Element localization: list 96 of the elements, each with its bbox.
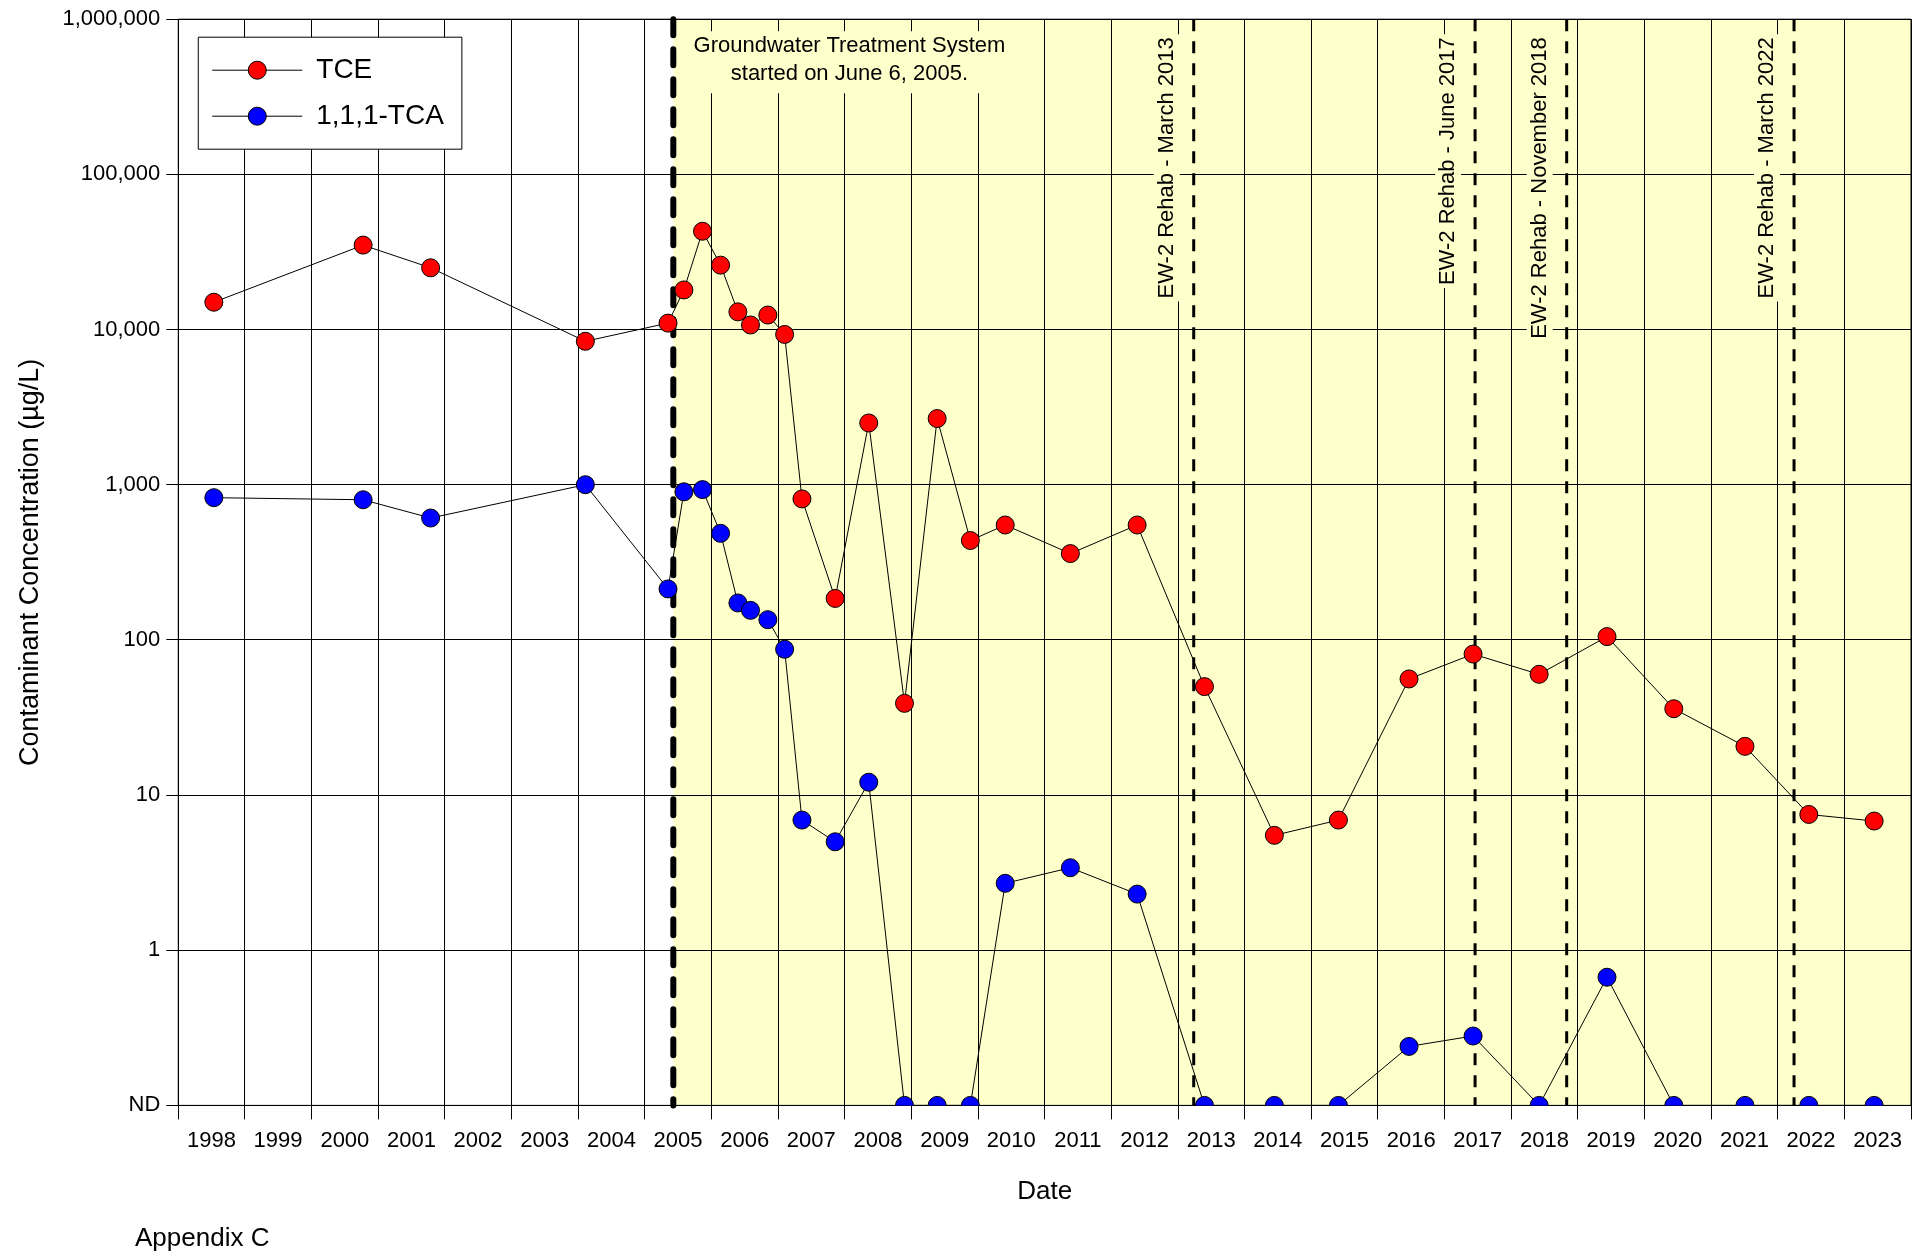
point xyxy=(1399,1036,1419,1056)
y-tick-label: 1 xyxy=(148,936,161,962)
point xyxy=(353,235,373,255)
point xyxy=(792,810,812,830)
point xyxy=(1399,669,1419,689)
point xyxy=(1127,884,1147,904)
x-tick-label: 2009 xyxy=(920,1126,970,1152)
point xyxy=(1529,664,1549,684)
point xyxy=(895,693,914,713)
x-tick-label: 2018 xyxy=(1519,1126,1569,1152)
x-tick-label: 2014 xyxy=(1253,1126,1303,1152)
point xyxy=(1664,699,1684,719)
x-tick-label: 2015 xyxy=(1319,1126,1369,1152)
ref-line-label: Groundwater Treatment System started on June 6, 2005. xyxy=(693,32,1006,86)
point xyxy=(674,280,694,300)
y-tick-label: ND xyxy=(128,1091,161,1117)
x-tick-label: 1998 xyxy=(187,1126,236,1152)
x-tick-label: 2007 xyxy=(786,1126,836,1152)
point xyxy=(995,515,1015,535)
point xyxy=(1799,804,1819,824)
ref-line-label: EW-2 Rehab - June 2017 xyxy=(1434,37,1460,286)
point xyxy=(728,302,748,322)
text: Appendix C xyxy=(135,1222,270,1251)
point xyxy=(825,832,845,852)
point xyxy=(421,508,441,528)
point xyxy=(575,331,595,351)
x-tick-label: 2003 xyxy=(520,1126,570,1152)
point xyxy=(658,579,678,599)
x-tick-label: 2017 xyxy=(1453,1126,1503,1152)
point xyxy=(859,413,879,433)
y-tick-label: 10,000 xyxy=(92,315,161,341)
point xyxy=(1463,644,1483,664)
x-axis-title: Date xyxy=(1017,1174,1073,1205)
x-tick-label: 2006 xyxy=(720,1126,770,1152)
ref-line-label: EW-2 Rehab - March 2022 xyxy=(1753,37,1779,299)
x-tick-label: 2019 xyxy=(1586,1126,1636,1152)
y-tick-label: 10 xyxy=(135,781,161,807)
point xyxy=(1597,627,1617,647)
y-tick-label: 1,000 xyxy=(105,470,161,496)
point xyxy=(575,475,595,495)
ref-line-label: EW-2 Rehab - November 2018 xyxy=(1525,37,1551,339)
y-tick-label: 100,000 xyxy=(80,160,161,186)
ref-line-label: EW-2 Rehab - March 2013 xyxy=(1152,37,1178,299)
point xyxy=(859,772,879,792)
point xyxy=(1194,677,1214,697)
point xyxy=(741,600,760,620)
point xyxy=(995,873,1015,893)
legend-label: TCE xyxy=(316,52,373,84)
point xyxy=(1328,810,1348,830)
point xyxy=(711,523,731,543)
point xyxy=(1463,1026,1483,1046)
point xyxy=(758,610,778,630)
x-tick-label: 2012 xyxy=(1120,1126,1170,1152)
point xyxy=(204,488,224,508)
point xyxy=(658,313,678,333)
point xyxy=(1735,736,1755,756)
point xyxy=(421,258,441,278)
point xyxy=(825,588,845,608)
point xyxy=(353,490,373,510)
point xyxy=(1864,811,1884,831)
y-axis-title: Contaminant Concentration (µg/L) xyxy=(13,358,44,766)
x-tick-label: 2020 xyxy=(1653,1126,1703,1152)
point xyxy=(693,480,713,500)
point xyxy=(927,409,947,429)
point xyxy=(1264,825,1284,845)
point xyxy=(1127,515,1147,535)
x-tick-label: 2008 xyxy=(853,1126,903,1152)
point xyxy=(1597,967,1617,987)
point xyxy=(741,315,760,335)
x-tick-label: 2005 xyxy=(653,1126,703,1152)
point xyxy=(674,482,694,502)
y-tick-label: 1,000,000 xyxy=(62,5,161,31)
x-tick-label: 2013 xyxy=(1186,1126,1236,1152)
x-tick-label: 2021 xyxy=(1719,1126,1769,1152)
point xyxy=(1060,544,1080,564)
x-tick-label: 2001 xyxy=(386,1126,436,1152)
point xyxy=(204,292,224,312)
point xyxy=(1060,858,1080,878)
point xyxy=(792,489,812,509)
y-tick-label: 100 xyxy=(123,625,161,651)
point xyxy=(775,324,795,344)
x-tick-label: 2002 xyxy=(453,1126,503,1152)
x-tick-label: 2016 xyxy=(1386,1126,1436,1152)
x-tick-label: 2004 xyxy=(586,1126,636,1152)
x-tick-label: 2022 xyxy=(1786,1126,1836,1152)
x-tick-label: 1999 xyxy=(253,1126,303,1152)
point xyxy=(758,305,778,325)
legend-label: 1,1,1-TCA xyxy=(316,98,445,130)
point xyxy=(693,221,713,241)
x-tick-label: 2000 xyxy=(320,1126,370,1152)
x-tick-label: 2010 xyxy=(986,1126,1036,1152)
point xyxy=(711,255,731,275)
x-tick-label: 2011 xyxy=(1054,1126,1102,1152)
x-tick-label: 2023 xyxy=(1853,1126,1903,1152)
point xyxy=(775,639,795,659)
point xyxy=(960,531,980,550)
